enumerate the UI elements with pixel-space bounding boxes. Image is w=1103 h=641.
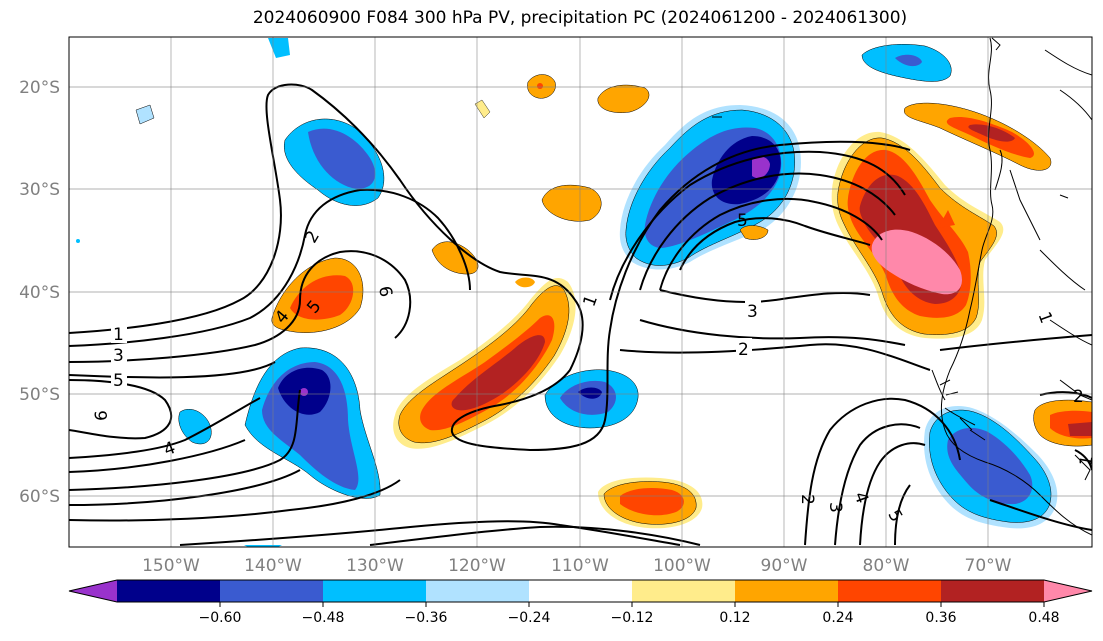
colorbar-swatch [632, 580, 736, 602]
map-title: 2024060900 F084 300 hPa PV, precipitatio… [252, 8, 908, 28]
contour-label: 3 [113, 346, 124, 366]
lon-tick-label: 100°W [653, 556, 711, 576]
lat-tick-label: 30°S [19, 180, 60, 200]
colorbar-label: 0.12 [719, 610, 750, 626]
colorbar-swatch [529, 580, 633, 602]
colorbar-outline [68, 579, 1093, 603]
colorbar-label: −0.48 [302, 610, 345, 626]
precipitation-shading [76, 38, 1092, 547]
lon-tick-label: 140°W [244, 556, 302, 576]
contour-label: 2 [797, 494, 817, 505]
colorbar-label: −0.24 [508, 610, 551, 626]
contour-label: 2 [738, 340, 749, 360]
contour-label: 1 [1076, 454, 1098, 468]
colorbar-label: −0.36 [405, 610, 448, 626]
lon-tick-labels: 150°W 140°W 130°W 120°W 110°W 100°W 90°W… [142, 556, 1012, 576]
lon-tick-label: 70°W [965, 556, 1012, 576]
lat-tick-label: 40°S [19, 283, 60, 303]
lat-tick-labels: 20°S 30°S 40°S 50°S 60°S [19, 78, 60, 507]
contour-label: 6 [374, 285, 396, 299]
colorbar-swatch [220, 580, 324, 602]
colorbar-swatch [323, 580, 427, 602]
lon-tick-label: 110°W [551, 556, 609, 576]
colorbar-extend-low [69, 580, 117, 602]
lon-tick-label: 90°W [761, 556, 808, 576]
pv-contours [69, 83, 1092, 546]
contour-label: 2 [1073, 387, 1084, 407]
colorbar-extend-high [1044, 580, 1092, 602]
colorbar-swatch [735, 580, 839, 602]
colorbar-label: 0.36 [925, 610, 956, 626]
contour-label: 1 [113, 325, 124, 345]
lat-tick-label: 50°S [19, 385, 60, 405]
map-frame [68, 36, 1093, 548]
lon-tick-label: 150°W [142, 556, 200, 576]
colorbar-swatch [941, 580, 1045, 602]
colorbar-swatch [838, 580, 942, 602]
coastlines [931, 37, 1092, 536]
contour-label: 6 [92, 410, 112, 421]
lon-tick-label: 120°W [448, 556, 506, 576]
lon-tick-label: 80°W [863, 556, 910, 576]
lat-tick-label: 20°S [19, 78, 60, 98]
lon-tick-label: 130°W [346, 556, 404, 576]
contour-label: 5 [113, 371, 124, 391]
gridlines [69, 37, 1092, 547]
colorbar-label: 0.48 [1028, 610, 1059, 626]
colorbar: −0.60 −0.48 −0.36 −0.24 −0.12 0.12 0.24 0.36 0.4… [68, 579, 1093, 626]
colorbar-label: 0.24 [822, 610, 853, 626]
colorbar-label: −0.60 [199, 610, 242, 626]
colorbar-swatch [117, 580, 221, 602]
colorbar-swatch [426, 580, 530, 602]
contour-label: 3 [825, 502, 845, 513]
colorbar-label: −0.12 [611, 610, 654, 626]
lat-tick-label: 60°S [19, 487, 60, 507]
contour-label: 3 [747, 302, 758, 322]
contour-label: 5 [737, 211, 748, 231]
